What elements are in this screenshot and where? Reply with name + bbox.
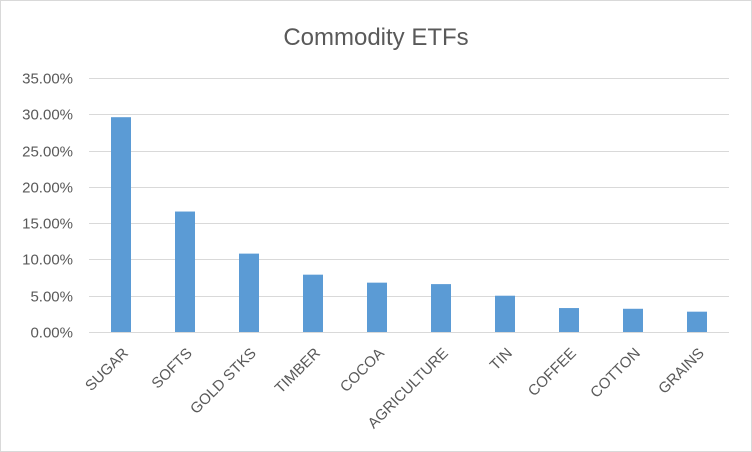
bar-cocoa <box>367 282 387 332</box>
x-category-label: TIMBER <box>272 345 324 397</box>
y-axis-tick-labels: 0.00% 5.00% 10.00% 15.00% 20.00% 25.00% 30.00%… <box>22 71 73 342</box>
gridlines <box>89 78 729 297</box>
x-category-label: COCOA <box>337 345 388 396</box>
bar-agriculture <box>431 284 451 332</box>
x-category-label: COFFEE <box>525 345 580 400</box>
x-category-label: SOFTS <box>148 345 195 392</box>
y-tick-label: 5.00% <box>30 289 73 306</box>
bar-sugar <box>111 117 131 332</box>
x-category-label: TIN <box>487 345 516 374</box>
bar-gold-stks <box>239 253 259 332</box>
chart-title: Commodity ETFs <box>283 24 468 51</box>
bar-timber <box>303 274 323 332</box>
y-tick-label: 25.00% <box>22 144 73 161</box>
y-tick-label: 35.00% <box>22 71 73 88</box>
y-tick-label: 0.00% <box>30 325 73 342</box>
bar-tin <box>495 295 515 332</box>
bar-cotton <box>623 308 643 332</box>
bar-coffee <box>559 308 579 332</box>
x-category-label: GOLD STKS <box>187 345 260 418</box>
y-tick-label: 20.00% <box>22 180 73 197</box>
y-tick-label: 30.00% <box>22 107 73 124</box>
x-category-label: GRAINS <box>655 345 708 398</box>
x-category-label: SUGAR <box>82 345 132 395</box>
y-tick-label: 15.00% <box>22 216 73 233</box>
bar-grains <box>687 311 707 332</box>
bars <box>111 117 707 332</box>
bar-softs <box>175 211 195 332</box>
x-category-label: COTTON <box>587 345 644 402</box>
y-tick-label: 10.00% <box>22 252 73 269</box>
